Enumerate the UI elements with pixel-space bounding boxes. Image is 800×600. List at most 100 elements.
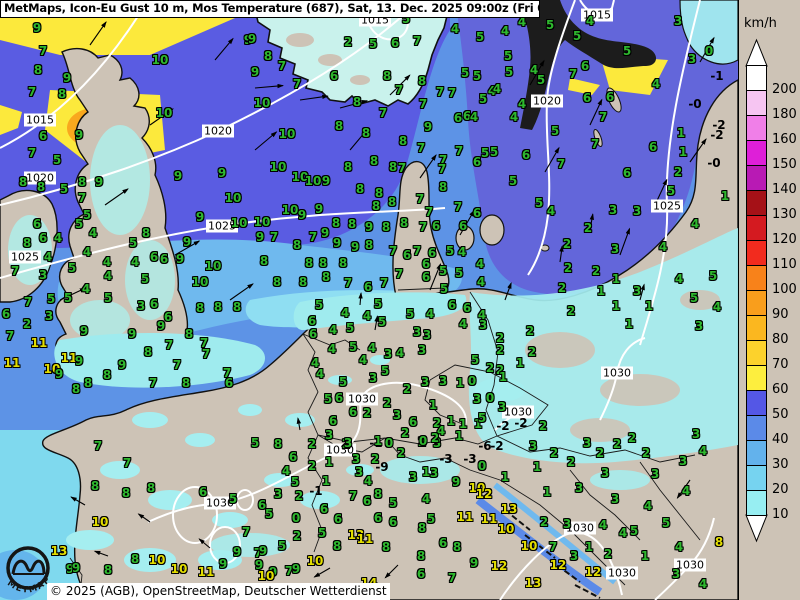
cyan-patch: [328, 375, 352, 385]
legend-step-label: 30: [772, 457, 789, 472]
cyan-patch: [148, 490, 192, 510]
gb-cyan-patch: [70, 300, 130, 340]
legend-step: [746, 265, 767, 291]
wind-arrow: [93, 550, 109, 557]
wind-arrow: [198, 538, 211, 549]
legend-step: [746, 490, 767, 516]
norway-terrain-patch: [350, 75, 370, 85]
legend-step-label: 20: [772, 482, 789, 497]
wind-arrow: [229, 283, 254, 301]
cyan-patch: [185, 433, 215, 447]
cyan-patch: [346, 464, 374, 476]
cyan-patch-czech: [475, 378, 525, 402]
wind-arrow: [374, 315, 379, 331]
wind-arrow: [389, 74, 411, 96]
cyan-patch: [66, 530, 114, 550]
legend-step: [746, 390, 767, 416]
island-oland: [593, 128, 603, 148]
wind-arrow: [214, 37, 234, 61]
croatian-islands: [504, 509, 601, 599]
wind-arrow: [589, 213, 594, 231]
tan-patch: [600, 374, 680, 406]
legend-step-label: 180: [772, 107, 797, 122]
wind-arrow: [689, 138, 707, 163]
legend-step-label: 70: [772, 357, 789, 372]
legend-step: [746, 465, 767, 491]
norway-terrain-patch: [318, 54, 342, 66]
wind-arrow: [384, 564, 399, 579]
legend-step-label: 160: [772, 132, 797, 147]
wind-arrow: [89, 21, 107, 46]
landmass-continent: [42, 79, 738, 600]
gust-field-cyan-france-north: [54, 333, 266, 388]
ireland-cyan-patch: [8, 215, 52, 285]
gust-stripe-adriatic: [475, 496, 603, 596]
wind-arrow: [254, 131, 278, 151]
wind-arrow: [70, 496, 86, 506]
gb-cyan-patch: [125, 240, 175, 320]
wind-arrow: [589, 98, 603, 126]
landmass-jutland: [392, 161, 450, 298]
cyan-patch: [285, 413, 315, 427]
wind-arrow: [529, 59, 545, 86]
legend-step: [746, 365, 767, 391]
legend-step: [746, 240, 767, 266]
legend-step: [746, 440, 767, 466]
gust-field-cyan-east: [468, 228, 738, 464]
wind-arrow: [544, 146, 560, 173]
gust-stripe-adriatic2: [493, 482, 617, 585]
cyan-patch: [212, 512, 248, 528]
cyan-patch: [370, 355, 390, 365]
wind-arrow: [339, 100, 369, 109]
legend-step: [746, 140, 767, 166]
landmass-sweden-coast: [455, 0, 657, 130]
wind-arrow: [559, 245, 564, 263]
wind-arrow: [137, 513, 151, 523]
wind-arrow: [313, 567, 331, 578]
wind-arrow: [174, 240, 201, 256]
gust-field-yellow-sliver: [0, 105, 22, 135]
legend-arrow-up-icon: [745, 38, 768, 67]
legend-step-label: 200: [772, 82, 797, 97]
norway-terrain-patch: [286, 33, 314, 47]
cyan-patch: [124, 548, 176, 572]
island-funen: [455, 225, 475, 251]
legend-step: [746, 340, 767, 366]
contour-loops: [172, 486, 254, 564]
metmaps-logo: METMAPS: [1, 544, 52, 595]
landmass-finland: [679, 0, 738, 65]
gb-cyan-patch: [90, 125, 150, 235]
wind-arrow: [419, 154, 437, 179]
cyan-patch: [238, 404, 262, 416]
legend-step-label: 100: [772, 282, 797, 297]
legend-step: [746, 115, 767, 141]
landmass-norway: [252, 0, 451, 107]
map-title: MetMaps, Icon-Eu Gust 10 m, Mos Temperat…: [0, 0, 540, 18]
wind-arrow: [429, 263, 441, 291]
country-borders: [69, 287, 701, 596]
legend-step-label: 120: [772, 232, 797, 247]
legend-step-label: 50: [772, 407, 789, 422]
gust-field-cyan-north-germany: [293, 292, 467, 331]
wind-arrow: [254, 83, 284, 89]
gust-map-graphic: [0, 0, 738, 600]
wind-arrow: [358, 291, 363, 306]
wind-arrow: [149, 108, 174, 126]
tan-patch: [525, 332, 595, 368]
legend-step: [746, 215, 767, 241]
legend-step-label: 10: [772, 507, 789, 522]
wind-arrow: [699, 36, 715, 63]
tan-patch: [570, 418, 630, 442]
cyan-patch: [132, 412, 168, 428]
wind-arrow-layer: [59, 21, 715, 579]
wind-arrow: [296, 417, 302, 431]
copyright-text: © 2025 (AGB), OpenStreetMap, Deutscher W…: [47, 583, 390, 600]
legend-arrow-down-icon: [745, 514, 768, 543]
legend-step: [746, 315, 767, 341]
legend-step: [746, 90, 767, 116]
wind-arrow: [59, 287, 87, 301]
legend-step: [746, 165, 767, 191]
wind-arrow: [349, 127, 369, 151]
map-canvas: 1015 1015 1015 1020 1020 1020 1025 1025 1025 1030…: [0, 0, 738, 600]
